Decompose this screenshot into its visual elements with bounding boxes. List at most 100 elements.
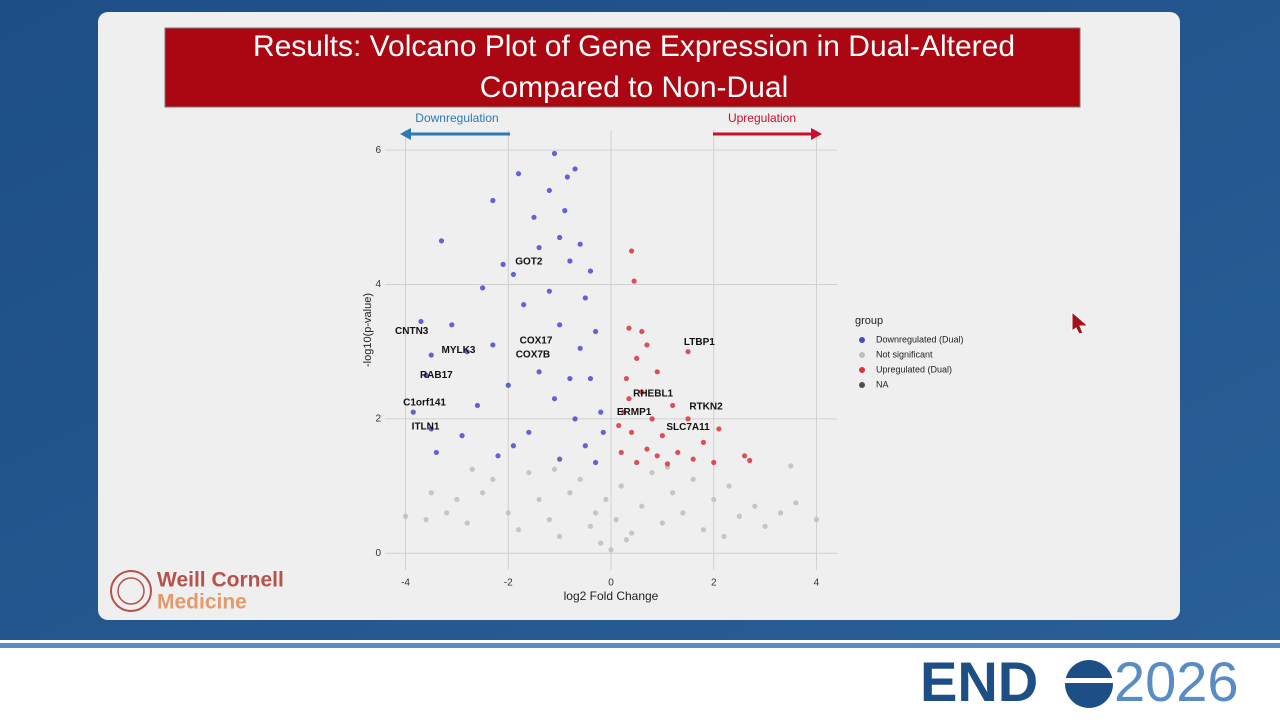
data-point <box>726 483 732 489</box>
gene-label: ERMP1 <box>617 407 652 418</box>
data-point <box>603 496 609 503</box>
data-point <box>510 443 517 449</box>
data-point <box>557 234 563 241</box>
data-point <box>428 490 434 496</box>
data-point <box>464 520 470 526</box>
legend-title: group <box>855 315 883 327</box>
gene-label: COX7B <box>516 350 550 361</box>
upregulation-arrow <box>811 128 822 140</box>
legend-swatch <box>859 367 865 373</box>
x-tick-label: 4 <box>814 578 820 589</box>
data-point <box>587 375 594 382</box>
legend-label: Not significant <box>876 349 933 359</box>
gene-label: RHEBL1 <box>633 389 673 400</box>
conference-name: END <box>920 650 1038 713</box>
data-point <box>572 416 578 422</box>
data-point <box>454 496 460 503</box>
data-point <box>654 453 660 459</box>
downregulation-arrow <box>400 128 411 140</box>
data-point <box>428 352 434 358</box>
mouse-cursor <box>1071 310 1090 335</box>
data-point <box>551 396 558 402</box>
legend-swatch <box>859 352 865 358</box>
data-point <box>557 456 563 462</box>
data-point <box>793 500 799 506</box>
data-point <box>685 416 691 422</box>
data-point <box>510 271 517 278</box>
data-point <box>536 244 542 251</box>
data-point <box>616 422 622 429</box>
data-point <box>600 429 606 435</box>
data-point <box>490 476 496 482</box>
data-point <box>505 382 511 388</box>
data-point <box>546 517 552 523</box>
logo-seal <box>117 577 145 605</box>
x-tick-label: -2 <box>504 578 513 589</box>
data-point <box>551 150 558 157</box>
gene-label: C1orf141 <box>403 397 446 408</box>
data-point <box>433 449 439 456</box>
data-point <box>788 463 794 469</box>
data-point <box>649 416 655 422</box>
data-point <box>675 449 681 456</box>
data-point <box>515 171 522 177</box>
data-point <box>567 490 573 496</box>
conference-globe <box>1065 660 1113 708</box>
data-point <box>562 208 568 214</box>
data-point <box>626 396 632 402</box>
data-point <box>536 369 542 375</box>
data-point <box>670 490 676 496</box>
data-point <box>495 453 501 459</box>
y-tick-label: 6 <box>375 145 381 156</box>
conference-year: 2026 <box>1114 650 1239 713</box>
data-point <box>690 476 696 482</box>
x-tick-label: 0 <box>608 578 614 589</box>
data-point <box>428 426 434 432</box>
gene-label: LTBP1 <box>684 337 715 348</box>
legend-label: NA <box>876 379 889 389</box>
data-point <box>634 459 640 466</box>
data-point <box>700 439 707 445</box>
data-point <box>564 174 570 180</box>
data-point <box>752 503 758 509</box>
data-point <box>639 389 645 395</box>
x-axis-label: log2 Fold Change <box>564 589 659 603</box>
data-point <box>587 523 594 529</box>
data-point <box>700 527 707 533</box>
data-point <box>423 517 429 523</box>
legend-swatch <box>859 382 865 388</box>
data-point <box>577 476 583 482</box>
data-point <box>716 426 722 432</box>
data-point <box>664 461 671 467</box>
data-point <box>649 469 655 476</box>
data-point <box>644 342 650 348</box>
data-point <box>449 322 455 328</box>
y-tick-label: 2 <box>375 413 381 424</box>
data-point <box>459 433 465 439</box>
slide-title: Compared to Non-Dual <box>480 71 788 104</box>
gene-label: CNTN3 <box>395 326 429 337</box>
data-point <box>557 533 563 540</box>
conference-globe <box>1062 678 1116 683</box>
data-point <box>685 349 691 355</box>
logo-seal <box>110 570 152 612</box>
data-point <box>490 342 496 348</box>
data-point <box>626 325 632 331</box>
data-point <box>587 268 594 274</box>
slide-card <box>98 12 1180 620</box>
data-point <box>410 409 416 415</box>
data-point <box>813 517 820 523</box>
gene-label: ITLN1 <box>412 422 440 433</box>
upregulation-label: Upregulation <box>728 111 796 125</box>
data-point <box>464 349 470 355</box>
gene-label: RTKN2 <box>689 401 723 412</box>
legend-label: Downregulated (Dual) <box>876 334 964 344</box>
title-bar <box>164 27 1081 108</box>
data-point <box>621 409 627 415</box>
data-point <box>479 490 486 496</box>
downregulation-label: Downregulation <box>415 111 498 125</box>
legend-label: Upregulated (Dual) <box>876 364 952 374</box>
data-point <box>479 285 486 291</box>
legend-swatch <box>859 337 865 343</box>
